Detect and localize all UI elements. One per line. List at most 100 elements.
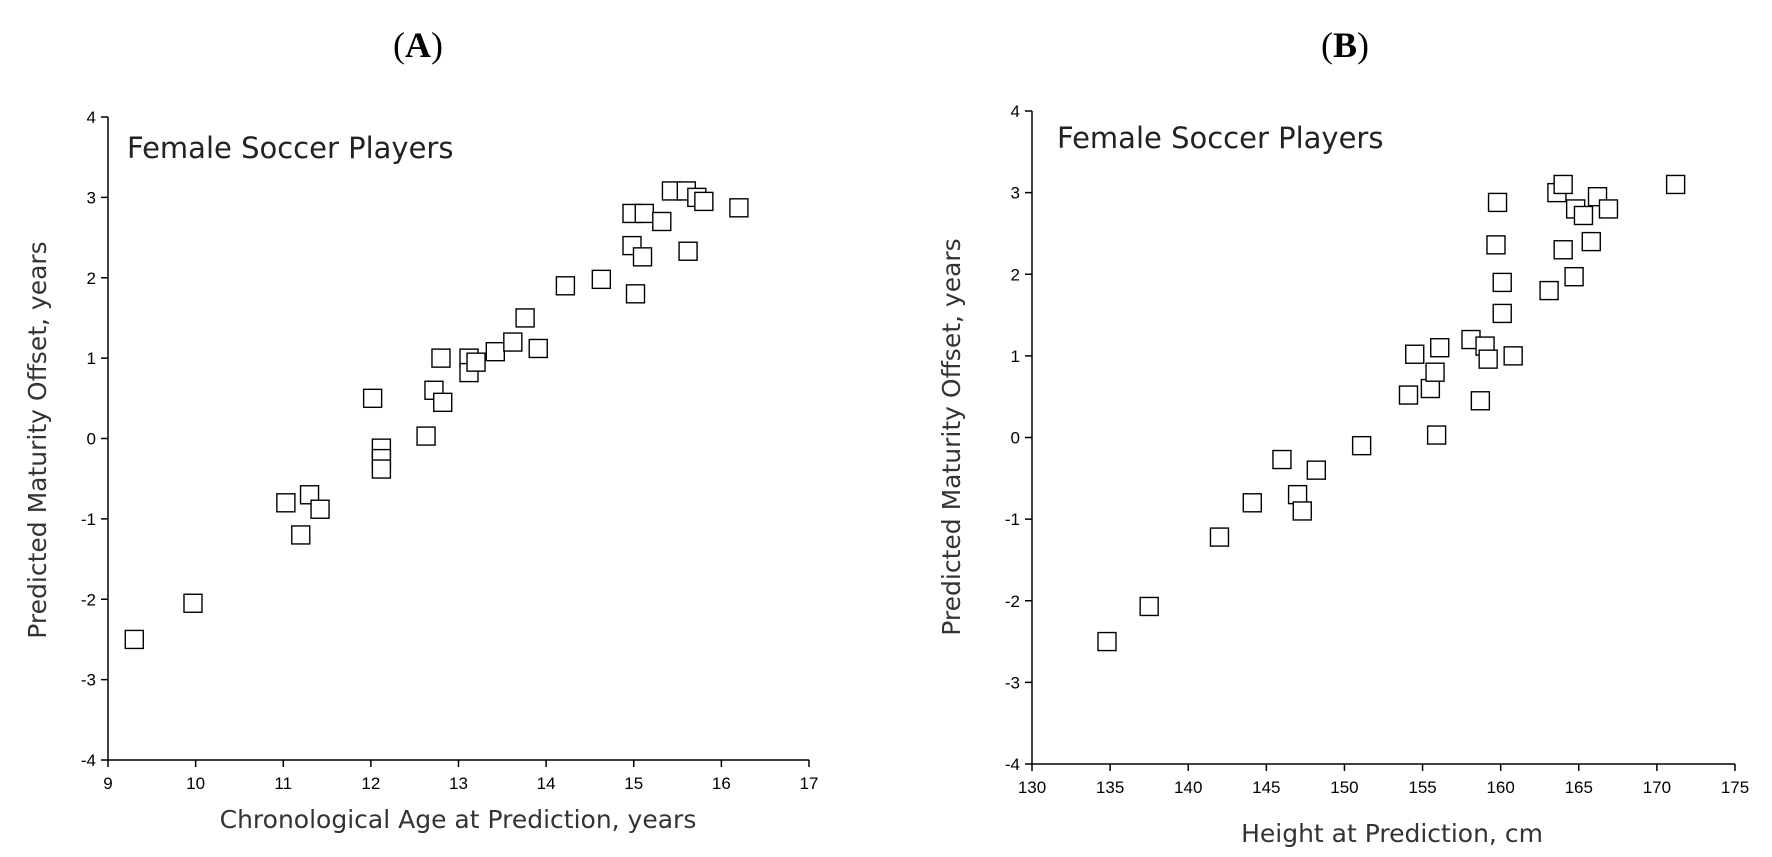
- panel-a: (A) Female Soccer Players 9 10 11 12 13 14 15 1…: [23, 25, 818, 834]
- panel-a-data-point: [503, 332, 523, 352]
- panel-a-x-tick-label: 16: [712, 774, 731, 793]
- panel-b-x-tick-label: 175: [1721, 778, 1749, 797]
- panel-b-data-point: [1598, 199, 1619, 219]
- panel-b-y-tick-label: -2: [1005, 592, 1020, 611]
- panel-b-data-point: [1581, 231, 1601, 252]
- panel-b-x-tick-label: 155: [1408, 778, 1436, 797]
- panel-b-data-point: [1665, 174, 1686, 195]
- panel-a-data-point: [431, 348, 451, 368]
- panel-a-data-point: [433, 392, 453, 413]
- panel-b-data-point: [1351, 435, 1372, 456]
- panel-a-data-point: [555, 276, 576, 296]
- panel-b-data-point: [1564, 266, 1584, 287]
- panel-b-x-axis-title: Height at Prediction, cm: [1241, 819, 1543, 848]
- panel-a-data-point: [416, 426, 436, 446]
- panel-a-data-point: [276, 493, 296, 513]
- panel-a-y-tick-label: 2: [87, 269, 96, 288]
- panel-a-data-point: [678, 241, 698, 261]
- panel-b-data-point: [1470, 391, 1491, 411]
- panel-a-y-tick-label: 3: [87, 188, 96, 207]
- panel-a-x-tick-label: 17: [800, 774, 819, 793]
- panel-a-data-point: [652, 211, 672, 232]
- panel-b-x-tick-label: 160: [1486, 778, 1514, 797]
- panel-b-x-tick-label: 130: [1018, 778, 1046, 797]
- panel-a-x-tick-label: 9: [103, 774, 112, 793]
- panel-a-data-point: [183, 593, 203, 613]
- panel-b-x-tick-label: 140: [1174, 778, 1202, 797]
- panel-a-x-ticks: 9 10 11 12 13 14 15 16 17: [103, 760, 818, 793]
- panel-a-data-point: [625, 284, 646, 304]
- panel-a-data-point: [299, 485, 320, 505]
- panel-a-x-tick-label: 12: [361, 774, 380, 793]
- panel-a-x-tick-label: 15: [624, 774, 643, 793]
- panel-a-y-tick-label: 1: [87, 349, 96, 368]
- panel-b-y-axis-title: Predicted Maturity Offset, years: [937, 238, 966, 635]
- panel-b-data-point: [1242, 493, 1262, 513]
- panel-b-x-tick-label: 145: [1252, 778, 1280, 797]
- panel-a-data-point: [124, 629, 144, 650]
- panel-b-x-tick-label: 135: [1096, 778, 1124, 797]
- panel-a-y-ticks: -4 -3 -2 -1 0 1 2 3 4: [81, 108, 108, 770]
- panel-a-y-axis-title: Predicted Maturity Offset, years: [23, 241, 52, 638]
- panel-b-data-point: [1420, 378, 1441, 399]
- panel-b-data-point: [1553, 174, 1573, 195]
- panel-b-y-tick-label: -3: [1005, 673, 1020, 692]
- panel-b-y-tick-label: 0: [1011, 429, 1020, 448]
- panel-a-x-tick-label: 14: [537, 774, 556, 793]
- panel-b-y-tick-label: 4: [1011, 102, 1020, 121]
- panel-b-x-tick-label: 170: [1643, 778, 1671, 797]
- panel-b-data-point: [1139, 596, 1159, 617]
- panel-a-y-tick-label: 0: [87, 430, 96, 449]
- panel-a-data-point: [310, 499, 330, 519]
- panel-b-data-point: [1425, 362, 1445, 382]
- panel-a-data-point: [729, 198, 749, 218]
- panel-b-data-point: [1292, 501, 1312, 521]
- panel-b-data-point: [1487, 192, 1508, 213]
- panel-a-y-tick-label: 4: [87, 108, 96, 127]
- panel-a-y-tick-label: -1: [81, 510, 96, 529]
- panel-b-data-point: [1430, 338, 1450, 358]
- panel-a-label: (A): [393, 25, 443, 65]
- panel-b-data-point: [1539, 280, 1559, 301]
- panel-b-x-tick-label: 165: [1565, 778, 1593, 797]
- panel-b-data-point: [1097, 631, 1117, 652]
- panel-a-y-tick-label: -2: [81, 590, 96, 609]
- panel-b-data-point: [1486, 235, 1506, 255]
- panel-a-data-point: [466, 352, 486, 372]
- panel-b-data-point: [1492, 303, 1512, 324]
- panel-a-inner-title: Female Soccer Players: [127, 131, 453, 165]
- panel-a-data-point: [291, 525, 311, 545]
- panel-b-inner-title: Female Soccer Players: [1057, 121, 1383, 155]
- panel-b-data-point: [1426, 425, 1447, 445]
- panel-a-data-point: [528, 338, 548, 359]
- panel-a-data-point: [591, 269, 612, 290]
- panel-b: (B) Female Soccer Players 130 135 140 145 15…: [937, 25, 1749, 848]
- panel-b-y-tick-label: 3: [1011, 184, 1020, 203]
- panel-b-data-point: [1553, 240, 1573, 260]
- panel-a-data-point: [362, 388, 383, 409]
- panel-b-data-point: [1492, 272, 1512, 293]
- panel-a-x-axis-title: Chronological Age at Prediction, years: [220, 805, 697, 834]
- panel-b-data-point: [1272, 449, 1292, 470]
- panel-b-y-tick-label: -4: [1005, 755, 1020, 774]
- panel-a-data-point: [632, 247, 653, 267]
- panel-b-y-ticks: -4 -3 -2 -1 0 1 2 3 4: [1005, 102, 1032, 774]
- panel-b-data-point: [1306, 460, 1327, 480]
- panel-b-data-point: [1209, 527, 1230, 547]
- panel-b-data-points: [1097, 174, 1686, 652]
- panel-b-data-point: [1573, 205, 1594, 226]
- panel-b-x-tick-label: 150: [1330, 778, 1358, 797]
- panel-a-data-point: [634, 203, 654, 224]
- panel-a-x-tick-label: 10: [186, 774, 205, 793]
- panel-a-x-tick-label: 13: [449, 774, 468, 793]
- panel-b-label: (B): [1321, 25, 1369, 65]
- panel-b-data-point: [1405, 344, 1425, 364]
- panel-b-data-point: [1398, 385, 1419, 405]
- panel-a-data-point: [485, 341, 506, 362]
- panel-a-data-point: [694, 191, 714, 212]
- panel-b-y-tick-label: 1: [1011, 347, 1020, 366]
- panel-b-y-tick-label: -1: [1005, 510, 1020, 529]
- panel-b-data-point: [1503, 346, 1523, 366]
- panel-a-data-point: [515, 308, 535, 328]
